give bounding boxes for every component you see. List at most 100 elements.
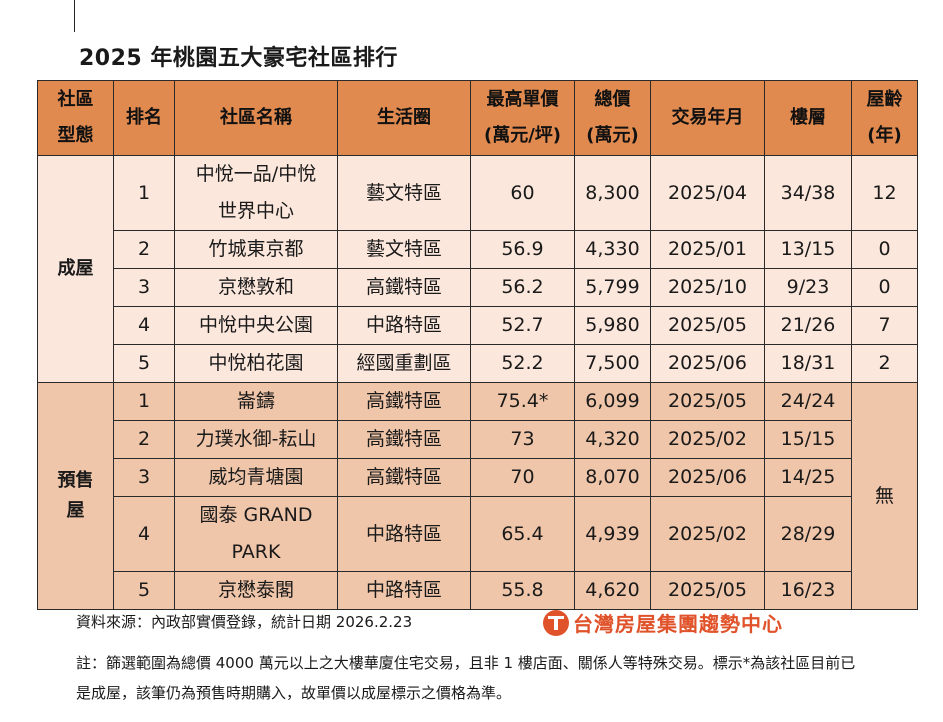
unit-price-cell: 52.7 bbox=[470, 306, 575, 345]
floor-cell: 16/23 bbox=[764, 571, 852, 610]
total-price-cell: 8,300 bbox=[574, 155, 651, 231]
company-logo: 台灣房屋集團趨勢中心 bbox=[543, 608, 783, 637]
table-row: 3 京懋敦和 高鐵特區 56.2 5,799 2025/10 9/23 0 bbox=[38, 268, 918, 307]
header-date: 交易年月 bbox=[650, 80, 765, 156]
property-type-cell: 預售屋 bbox=[37, 382, 114, 610]
rank-cell: 4 bbox=[113, 496, 175, 572]
transaction-date-cell: 2025/01 bbox=[650, 230, 765, 269]
header-type: 社區 型態 bbox=[37, 80, 114, 156]
transaction-date-cell: 2025/02 bbox=[650, 496, 765, 572]
area-cell: 經國重劃區 bbox=[337, 344, 471, 383]
rank-cell: 1 bbox=[113, 155, 175, 231]
area-cell: 藝文特區 bbox=[337, 230, 471, 269]
community-name-cell: 力璞水御-耘山 bbox=[174, 420, 338, 459]
area-cell: 藝文特區 bbox=[337, 155, 471, 231]
header-area: 生活圈 bbox=[337, 80, 471, 156]
area-cell: 高鐵特區 bbox=[337, 382, 471, 421]
floor-cell: 28/29 bbox=[764, 496, 852, 572]
rank-cell: 4 bbox=[113, 306, 175, 345]
header-age: 屋齡 (年) bbox=[851, 80, 918, 156]
floor-cell: 34/38 bbox=[764, 155, 852, 231]
table-row: 5 中悅柏花園 經國重劃區 52.2 7,500 2025/06 18/31 2 bbox=[38, 344, 918, 383]
table-row: 預售屋 1 崙鑄 高鐵特區 75.4* 6,099 2025/05 24/24 無 bbox=[37, 382, 918, 610]
transaction-date-cell: 2025/06 bbox=[650, 458, 765, 497]
logo-icon bbox=[543, 609, 569, 636]
total-price-cell: 7,500 bbox=[574, 344, 651, 383]
table-row: 4 中悅中央公園 中路特區 52.7 5,980 2025/05 21/26 7 bbox=[38, 306, 918, 345]
total-price-cell: 6,099 bbox=[574, 382, 651, 421]
area-cell: 高鐵特區 bbox=[337, 420, 471, 459]
total-price-cell: 4,330 bbox=[574, 230, 651, 269]
table-row: 3 威均青塘園 高鐵特區 70 8,070 2025/06 14/25 bbox=[38, 458, 918, 497]
header-name: 社區名稱 bbox=[174, 80, 338, 156]
table-row: 成屋 1 中悅一品/中悅 世界中心 藝文特區 60 8,300 2025/04 34/38 12 bbox=[37, 155, 918, 383]
community-name-cell: 崙鑄 bbox=[174, 382, 338, 421]
table-row: 2 力璞水御-耘山 高鐵特區 73 4,320 2025/02 15/15 bbox=[38, 420, 918, 459]
area-cell: 中路特區 bbox=[337, 306, 471, 345]
transaction-date-cell: 2025/10 bbox=[650, 268, 765, 307]
header-row: 社區 型態 排名 社區名稱 生活圈 最高單價 (萬元/坪) 總價 (萬元) 交易年月 … bbox=[37, 80, 918, 156]
table-row: 2 竹城東京都 藝文特區 56.9 4,330 2025/01 13/15 0 bbox=[38, 230, 918, 269]
rank-cell: 3 bbox=[113, 458, 175, 497]
community-name-cell: 中悅一品/中悅 世界中心 bbox=[174, 155, 338, 231]
unit-price-cell: 55.8 bbox=[470, 571, 575, 610]
total-price-cell: 5,799 bbox=[574, 268, 651, 307]
floor-cell: 18/31 bbox=[764, 344, 852, 383]
floor-cell: 15/15 bbox=[764, 420, 852, 459]
unit-price-cell: 75.4* bbox=[470, 382, 575, 421]
community-name-cell: 竹城東京都 bbox=[174, 230, 338, 269]
community-name-cell: 京懋泰閣 bbox=[174, 571, 338, 610]
area-cell: 中路特區 bbox=[337, 496, 471, 572]
table-row: 4 國泰 GRAND PARK 中路特區 65.4 4,939 2025/02 28/29 bbox=[38, 496, 918, 572]
building-age-cell: 7 bbox=[851, 306, 918, 345]
community-name-cell: 中悅柏花園 bbox=[174, 344, 338, 383]
header-rank: 排名 bbox=[113, 80, 175, 156]
area-cell: 中路特區 bbox=[337, 571, 471, 610]
decorative-divider bbox=[74, 0, 75, 32]
community-name-cell: 威均青塘園 bbox=[174, 458, 338, 497]
building-age-cell: 12 bbox=[851, 155, 918, 231]
total-price-cell: 8,070 bbox=[574, 458, 651, 497]
unit-price-cell: 56.9 bbox=[470, 230, 575, 269]
area-cell: 高鐵特區 bbox=[337, 268, 471, 307]
logo-text: 台灣房屋集團趨勢中心 bbox=[573, 612, 783, 636]
transaction-date-cell: 2025/06 bbox=[650, 344, 765, 383]
floor-cell: 14/25 bbox=[764, 458, 852, 497]
rank-cell: 5 bbox=[113, 344, 175, 383]
header-total: 總價 (萬元) bbox=[574, 80, 651, 156]
building-age-cell: 2 bbox=[851, 344, 918, 383]
unit-price-cell: 52.2 bbox=[470, 344, 575, 383]
community-name-cell: 國泰 GRAND PARK bbox=[174, 496, 338, 572]
rank-cell: 5 bbox=[113, 571, 175, 610]
property-type-cell: 成屋 bbox=[37, 155, 114, 383]
total-price-cell: 5,980 bbox=[574, 306, 651, 345]
rank-cell: 3 bbox=[113, 268, 175, 307]
building-age-cell: 無 bbox=[851, 382, 918, 610]
transaction-date-cell: 2025/05 bbox=[650, 306, 765, 345]
community-name-cell: 京懋敦和 bbox=[174, 268, 338, 307]
unit-price-cell: 73 bbox=[470, 420, 575, 459]
table-row: 5 京懋泰閣 中路特區 55.8 4,620 2025/05 16/23 bbox=[38, 571, 918, 610]
floor-cell: 9/23 bbox=[764, 268, 852, 307]
page-title: 2025 年桃園五大豪宅社區排行 bbox=[79, 46, 398, 71]
transaction-date-cell: 2025/05 bbox=[650, 571, 765, 610]
total-price-cell: 4,939 bbox=[574, 496, 651, 572]
unit-price-cell: 65.4 bbox=[470, 496, 575, 572]
community-name-cell: 中悅中央公園 bbox=[174, 306, 338, 345]
header-floor: 樓層 bbox=[764, 80, 852, 156]
floor-cell: 13/15 bbox=[764, 230, 852, 269]
rank-cell: 2 bbox=[113, 230, 175, 269]
floor-cell: 24/24 bbox=[764, 382, 852, 421]
rank-cell: 1 bbox=[113, 382, 175, 421]
source-note: 資料來源：內政部實價登錄，統計日期 2026.2.23 bbox=[76, 613, 413, 631]
total-price-cell: 4,320 bbox=[574, 420, 651, 459]
building-age-cell: 0 bbox=[851, 230, 918, 269]
transaction-date-cell: 2025/02 bbox=[650, 420, 765, 459]
unit-price-cell: 70 bbox=[470, 458, 575, 497]
total-price-cell: 4,620 bbox=[574, 571, 651, 610]
transaction-date-cell: 2025/04 bbox=[650, 155, 765, 231]
floor-cell: 21/26 bbox=[764, 306, 852, 345]
unit-price-cell: 60 bbox=[470, 155, 575, 231]
rank-cell: 2 bbox=[113, 420, 175, 459]
ranking-table: 社區 型態 排名 社區名稱 生活圈 最高單價 (萬元/坪) 總價 (萬元) 交易年月 … bbox=[37, 80, 918, 610]
